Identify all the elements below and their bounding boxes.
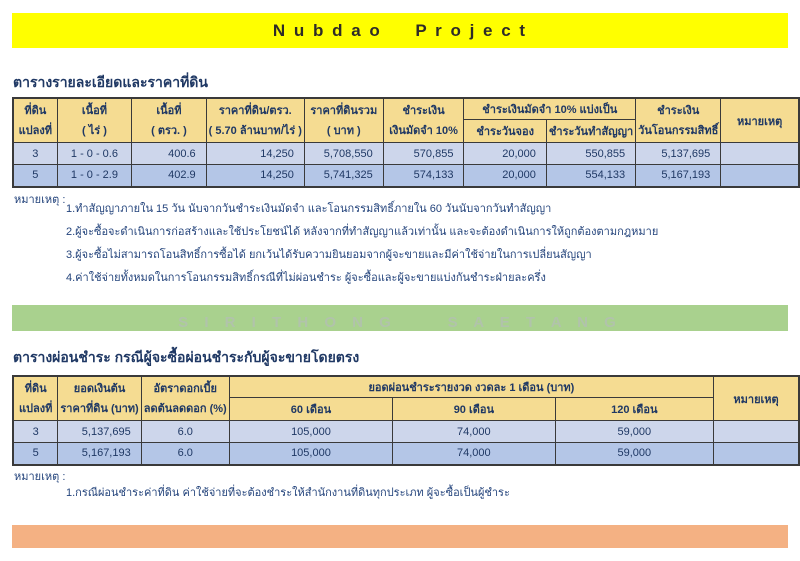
col-header-pay-reservation: ชำระวันจอง [463, 119, 547, 143]
note-item: 3.ผู้จะซื้อไม่สามารถโอนสิทธิ์การซื้อได้ … [66, 249, 592, 261]
land-price-table: ที่ดิน แปลงที่ เนื้อที่( ไร่ ) เนื้อที่( … [12, 97, 800, 188]
note-item: 4.ค่าใช้จ่ายทั้งหมดในการโอนกรรมสิทธิ์กรณ… [66, 272, 546, 284]
cell-principal: 5,167,193 [57, 442, 142, 465]
col-header-principal: ยอดเงินต้น ราคาที่ดิน (บาท) [57, 375, 142, 421]
cell-interest-rate: 6.0 [140, 420, 230, 443]
cell-plot: 5 [12, 442, 59, 465]
cell-remarks [713, 420, 800, 443]
cell-plot: 3 [12, 142, 58, 165]
cell-90-months: 74,000 [392, 420, 556, 443]
installment-table: ที่ดิน แปลงที่ ยอดเงินต้น ราคาที่ดิน (บาท)… [12, 375, 800, 466]
cell-remarks [720, 142, 800, 165]
notes1-list: 1.ทำสัญญาภายใน 15 วัน นับจากวันชำระเงินม… [66, 198, 658, 290]
cell-price-per-sqwa: 14,250 [205, 142, 305, 165]
col-header-remarks: หมายเหตุ [713, 375, 800, 421]
cell-total-price: 5,741,325 [303, 164, 384, 187]
table-row: 3 1 - 0 - 0.6 400.6 14,250 5,708,550 570… [12, 142, 800, 165]
col-header-120-months: 120 เดือน [554, 397, 715, 421]
cell-remarks [720, 164, 800, 187]
cell-plot: 3 [12, 420, 59, 443]
cell-deposit: 574,133 [382, 164, 465, 187]
watermark-banner: S I R I T H O N G S A E T A N G [12, 305, 788, 331]
cell-pay-reservation: 20,000 [463, 142, 547, 165]
col-header-installment-group: ยอดผ่อนชำระรายงวด งวดละ 1 เดือน (บาท) [228, 375, 715, 398]
cell-60-months: 105,000 [228, 442, 394, 465]
cell-pay-contract: 550,855 [545, 142, 637, 165]
col-header-price-per-sqwa: ราคาที่ดิน/ตรว.( 5.70 ล้านบาท/ไร่ ) [205, 97, 305, 143]
note-item: 1.ทำสัญญาภายใน 15 วัน นับจากวันชำระเงินม… [66, 203, 552, 215]
installment-table-title: ตารางผ่อนชำระ กรณีผู้จะซื้อผ่อนชำระกับผู… [13, 349, 360, 365]
col-header-remarks: หมายเหตุ [720, 97, 800, 143]
cell-pay-reservation: 20,000 [463, 164, 547, 187]
watermark-text: S I R I T H O N G S A E T A N G [178, 313, 622, 331]
cell-transfer-payment: 5,137,695 [635, 142, 722, 165]
project-title: N u b d a o P r o j e c t [272, 20, 528, 40]
cell-90-months: 74,000 [392, 442, 556, 465]
cell-principal: 5,137,695 [57, 420, 142, 443]
table-row: 5 1 - 0 - 2.9 402.9 14,250 5,741,325 574… [12, 164, 800, 187]
notes2-label: หมายเหตุ : [14, 471, 66, 483]
notes2-list: 1.กรณีผ่อนชำระค่าที่ดิน ค่าใช้จ่ายที่จะต… [66, 482, 510, 505]
col-header-plot: ที่ดิน แปลงที่ [12, 375, 59, 421]
project-banner: N u b d a o P r o j e c t [12, 13, 788, 48]
col-header-60-months: 60 เดือน [228, 397, 394, 421]
cell-plot: 5 [12, 164, 58, 187]
cell-pay-contract: 554,133 [545, 164, 637, 187]
cell-remarks [713, 442, 800, 465]
col-header-area-sqwa: เนื้อที่( ตรว. ) [131, 97, 207, 143]
col-header-pay-contract: ชำระวันทำสัญญา [545, 119, 637, 143]
cell-price-per-sqwa: 14,250 [205, 164, 305, 187]
col-header-transfer-payment: ชำระเงิน วันโอนกรรมสิทธิ์ [635, 97, 722, 143]
col-header-total-price: ราคาที่ดินรวม( บาท ) [303, 97, 384, 143]
col-header-area-rai: เนื้อที่( ไร่ ) [56, 97, 133, 143]
col-header-deposit: ชำระเงิน เงินมัดจำ 10% [382, 97, 465, 143]
cell-transfer-payment: 5,167,193 [635, 164, 722, 187]
col-header-interest-rate: อัตราดอกเบี้ย ลดต้นลดดอก (%) [140, 375, 230, 421]
cell-area-sqwa: 400.6 [131, 142, 207, 165]
col-header-deposit-split-group: ชำระเงินมัดจำ 10% แบ่งเป็น [463, 97, 637, 120]
table-row: 5 5,167,193 6.0 105,000 74,000 59,000 [12, 442, 800, 465]
notes1-label: หมายเหตุ : [14, 194, 66, 206]
cell-area-sqwa: 402.9 [131, 164, 207, 187]
note-item: 1.กรณีผ่อนชำระค่าที่ดิน ค่าใช้จ่ายที่จะต… [66, 487, 510, 499]
land-price-table-title: ตารางรายละเอียดและราคาที่ดิน [13, 74, 208, 90]
table-row: 3 5,137,695 6.0 105,000 74,000 59,000 [12, 420, 800, 443]
cell-120-months: 59,000 [554, 442, 715, 465]
footer-banner [12, 525, 788, 548]
cell-interest-rate: 6.0 [140, 442, 230, 465]
cell-120-months: 59,000 [554, 420, 715, 443]
cell-60-months: 105,000 [228, 420, 394, 443]
cell-area-rai: 1 - 0 - 2.9 [56, 164, 133, 187]
note-item: 2.ผู้จะซื้อจะดำเนินการก่อสร้างและใช้ประโ… [66, 226, 659, 238]
col-header-90-months: 90 เดือน [392, 397, 556, 421]
col-header-plot: ที่ดิน แปลงที่ [12, 97, 58, 143]
cell-deposit: 570,855 [382, 142, 465, 165]
cell-area-rai: 1 - 0 - 0.6 [56, 142, 133, 165]
cell-total-price: 5,708,550 [303, 142, 384, 165]
